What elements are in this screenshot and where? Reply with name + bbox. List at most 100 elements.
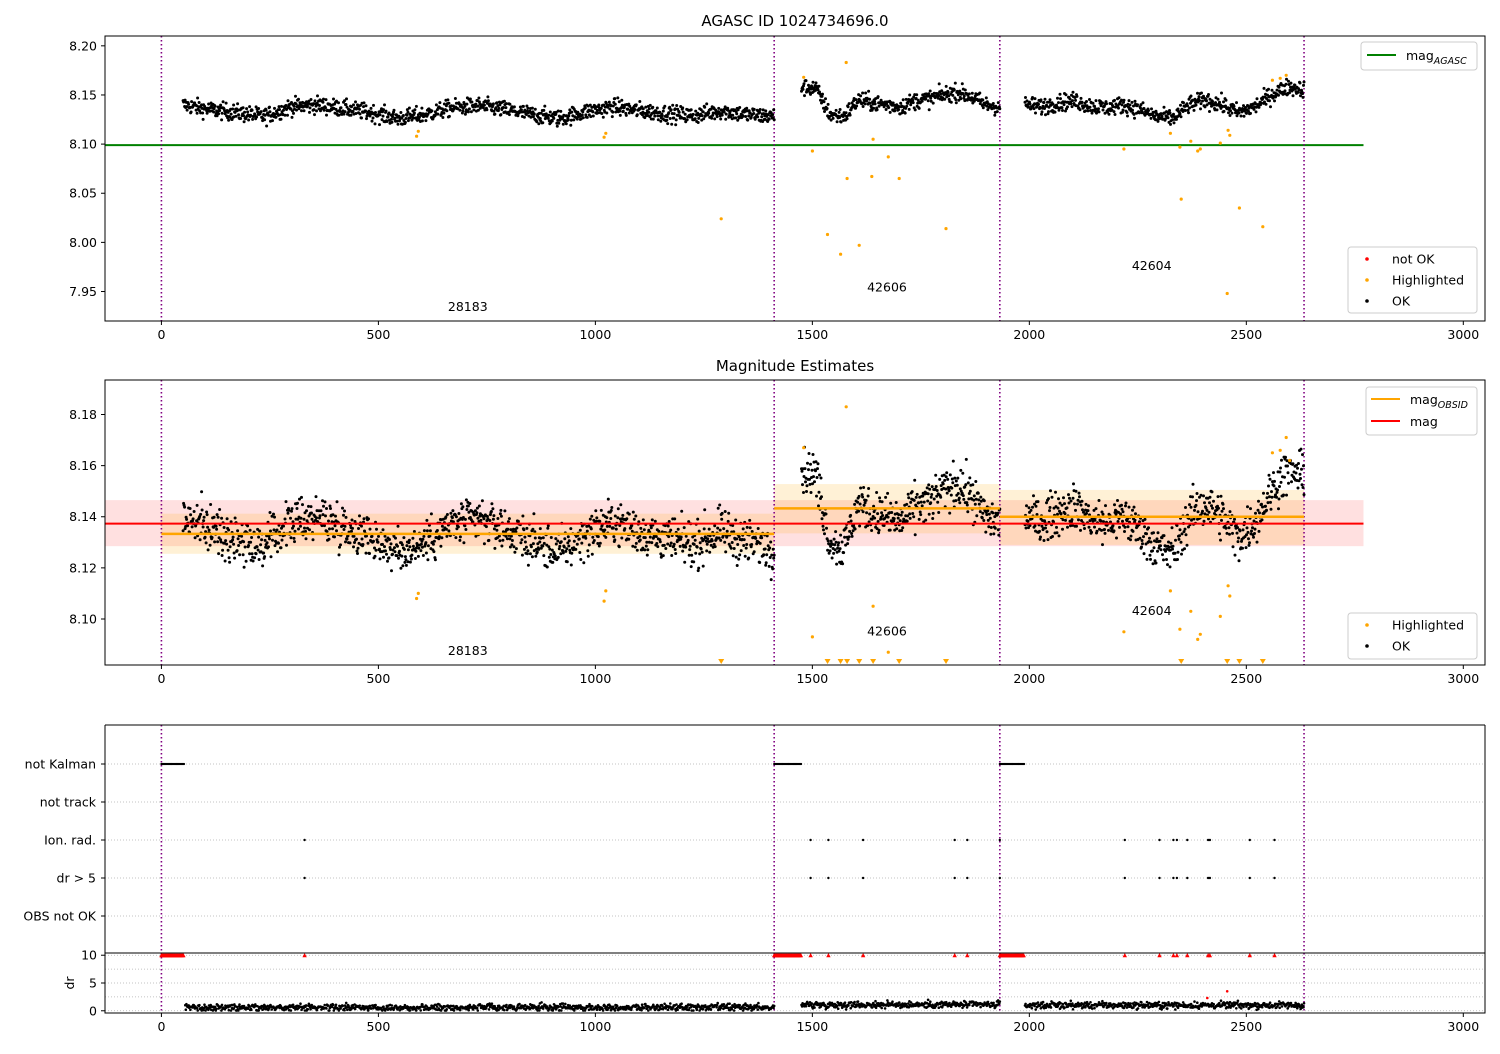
- highlighted-point: [1169, 589, 1172, 592]
- ok-point: [1284, 89, 1287, 92]
- ok-point: [372, 104, 375, 107]
- ok-point: [451, 509, 454, 512]
- ok-point: [821, 93, 824, 96]
- ok-point: [710, 117, 713, 120]
- ok-point: [287, 512, 290, 515]
- dr-ok-point: [257, 1009, 260, 1012]
- ok-point: [1181, 532, 1184, 535]
- ok-point: [276, 550, 279, 553]
- ok-point: [1278, 485, 1281, 488]
- ok-point: [1299, 473, 1302, 476]
- ok-point: [997, 528, 1000, 531]
- ok-point: [638, 535, 641, 538]
- ok-point: [570, 564, 573, 567]
- ok-point: [422, 535, 425, 538]
- ok-point: [681, 550, 684, 553]
- ok-point: [916, 493, 919, 496]
- ok-point: [1080, 97, 1083, 100]
- ok-point: [269, 511, 272, 514]
- highlighted-point: [1169, 132, 1172, 135]
- ok-point: [667, 525, 670, 528]
- ok-point: [346, 538, 349, 541]
- ok-point: [711, 539, 714, 542]
- ok-point: [267, 545, 270, 548]
- ok-point: [936, 489, 939, 492]
- ok-point: [700, 548, 703, 551]
- ok-point: [1061, 106, 1064, 109]
- ok-point: [1156, 537, 1159, 540]
- highlighted-point: [802, 76, 805, 79]
- ok-point: [913, 499, 916, 502]
- ok-point: [401, 543, 404, 546]
- ok-point: [666, 115, 669, 118]
- ok-point: [733, 547, 736, 550]
- ok-point: [687, 539, 690, 542]
- ok-point: [725, 113, 728, 116]
- ok-point: [1277, 507, 1280, 510]
- ok-point: [992, 532, 995, 535]
- ok-point: [1196, 492, 1199, 495]
- dr-ok-point: [343, 1009, 346, 1012]
- ok-point: [231, 538, 234, 541]
- flag-point: [183, 763, 185, 765]
- ok-point: [500, 545, 503, 548]
- ok-point: [386, 540, 389, 543]
- ok-point: [352, 103, 355, 106]
- ok-point: [673, 517, 676, 520]
- ok-point: [1130, 535, 1133, 538]
- ok-point: [929, 501, 932, 504]
- ok-point: [1249, 112, 1252, 115]
- ok-point: [622, 110, 625, 113]
- ok-point: [876, 108, 879, 111]
- ok-point: [303, 518, 306, 521]
- ok-point: [485, 525, 488, 528]
- ok-point: [402, 536, 405, 539]
- dr-ok-point: [185, 1008, 188, 1011]
- ok-point: [1211, 507, 1214, 510]
- ok-point: [531, 555, 534, 558]
- ok-point: [232, 536, 235, 539]
- ok-point: [968, 476, 971, 479]
- ok-point: [468, 107, 471, 110]
- ok-point: [806, 484, 809, 487]
- ok-point: [311, 518, 314, 521]
- ok-point: [1218, 532, 1221, 535]
- ok-point: [831, 557, 834, 560]
- ok-point: [597, 104, 600, 107]
- ok-point: [506, 528, 509, 531]
- ok-point: [1108, 113, 1111, 116]
- ok-point: [825, 513, 828, 516]
- dr-ok-point: [342, 1005, 345, 1008]
- legend-label: OK: [1392, 294, 1411, 309]
- ok-point: [217, 552, 220, 555]
- ok-point: [245, 560, 248, 563]
- ok-point: [1169, 565, 1172, 568]
- ok-point: [1165, 558, 1168, 561]
- ok-point: [951, 94, 954, 97]
- ok-point: [935, 485, 938, 488]
- ok-point: [194, 536, 197, 539]
- ok-point: [696, 546, 699, 549]
- chart-title: Magnitude Estimates: [716, 357, 874, 375]
- ok-point: [305, 537, 308, 540]
- ok-point: [1048, 509, 1051, 512]
- ok-point: [462, 541, 465, 544]
- ok-point: [344, 540, 347, 543]
- ok-point: [1285, 83, 1288, 86]
- ok-point: [523, 536, 526, 539]
- flag-point: [999, 839, 1001, 841]
- ok-point: [314, 99, 317, 102]
- ok-point: [1180, 541, 1183, 544]
- ok-point: [907, 493, 910, 496]
- ok-point: [276, 529, 279, 532]
- ok-point: [403, 561, 406, 564]
- ok-point: [983, 499, 986, 502]
- ok-point: [316, 94, 319, 97]
- ok-point: [673, 543, 676, 546]
- legend-label-main: mag: [1410, 392, 1438, 407]
- ok-point: [694, 117, 697, 120]
- highlighted-point: [845, 61, 848, 64]
- ok-point: [967, 497, 970, 500]
- ok-point: [536, 551, 539, 554]
- ok-point: [1295, 472, 1298, 475]
